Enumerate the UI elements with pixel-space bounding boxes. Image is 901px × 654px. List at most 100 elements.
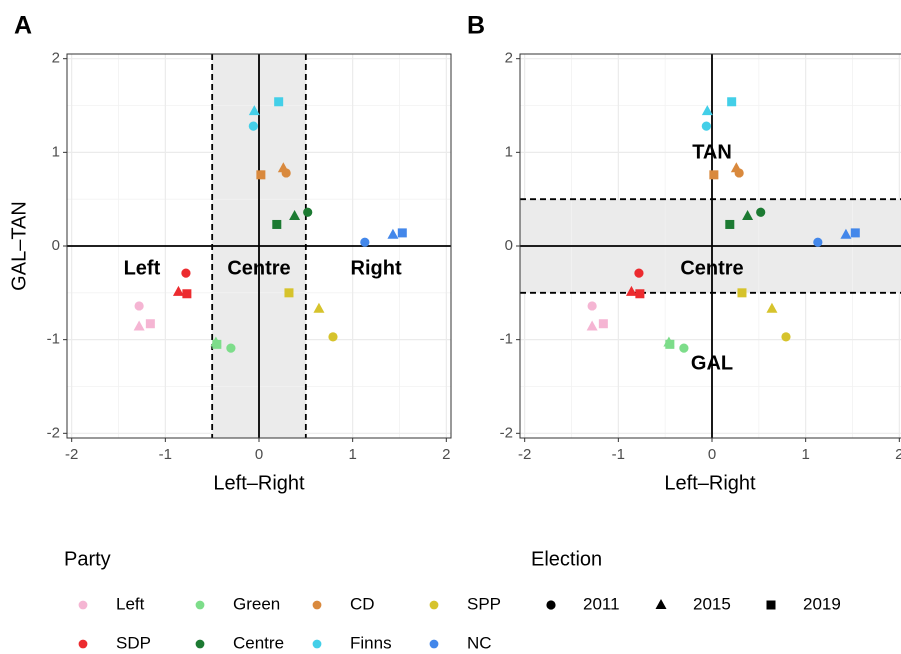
legend-symbol — [655, 599, 667, 609]
point — [360, 237, 370, 247]
legend-label: SDP — [116, 633, 151, 652]
annotation: Centre — [680, 258, 743, 280]
point — [737, 288, 747, 298]
y-tick-label: 0 — [52, 237, 60, 254]
point — [701, 121, 711, 131]
legend-label: 2019 — [803, 594, 841, 613]
point — [701, 105, 713, 116]
point — [284, 288, 294, 298]
legend-label: CD — [350, 594, 375, 613]
point — [635, 289, 645, 299]
point — [248, 121, 258, 131]
point — [272, 219, 282, 229]
legend-label: Green — [233, 594, 280, 613]
y-axis-title: GAL–TAN — [8, 201, 30, 291]
point — [679, 343, 689, 353]
x-tick-label: 1 — [348, 446, 356, 463]
annotation: TAN — [692, 142, 732, 164]
y-tick-label: -2 — [47, 424, 60, 441]
annotation: Right — [351, 258, 402, 280]
legend-label: 2015 — [693, 594, 731, 613]
legend-label: NC — [467, 633, 492, 652]
point — [145, 319, 155, 329]
point — [277, 162, 289, 173]
x-tick-label: 0 — [708, 446, 716, 463]
point — [182, 289, 192, 299]
legend-title: Party — [64, 548, 111, 570]
point — [756, 207, 766, 217]
x-tick-label: 0 — [255, 446, 263, 463]
legend-label: 2011 — [583, 594, 620, 613]
point — [725, 219, 735, 229]
x-axis-title: Left–Right — [664, 472, 756, 494]
legend-label: Finns — [350, 633, 392, 652]
point — [813, 237, 823, 247]
x-tick-label: 2 — [442, 446, 450, 463]
legend-label: Centre — [233, 633, 284, 652]
point — [274, 97, 284, 107]
point — [766, 302, 778, 313]
point — [134, 301, 144, 311]
panel-label: A — [14, 12, 32, 40]
legend-swatch — [195, 639, 205, 649]
x-axis-title: Left–Right — [213, 472, 305, 494]
annotation: Centre — [227, 258, 290, 280]
legend-swatch — [312, 600, 322, 610]
point — [248, 105, 260, 116]
point — [850, 228, 860, 238]
annotation: Left — [124, 258, 161, 280]
point — [226, 343, 236, 353]
point — [212, 339, 222, 349]
point — [634, 268, 644, 278]
point — [181, 268, 191, 278]
point — [709, 170, 719, 180]
point — [586, 320, 598, 331]
y-tick-label: -1 — [47, 331, 60, 348]
y-tick-label: 1 — [52, 143, 60, 160]
point — [781, 332, 791, 342]
point — [665, 339, 675, 349]
point — [387, 228, 399, 239]
legend-swatch — [429, 639, 439, 649]
panel-label: B — [467, 12, 485, 40]
point — [133, 320, 145, 331]
y-tick-label: -1 — [500, 331, 513, 348]
x-tick-label: -1 — [612, 446, 625, 463]
point — [303, 207, 313, 217]
legend-title: Election — [531, 548, 602, 570]
point — [730, 162, 742, 173]
point — [256, 170, 266, 180]
y-tick-label: 1 — [505, 143, 513, 160]
x-tick-label: 2 — [895, 446, 901, 463]
legend-swatch — [195, 600, 205, 610]
legend-swatch — [78, 639, 88, 649]
x-tick-label: -2 — [518, 446, 531, 463]
annotation: GAL — [691, 352, 733, 374]
point — [397, 228, 407, 238]
y-tick-label: 0 — [505, 237, 513, 254]
point — [598, 319, 608, 329]
x-tick-label: 1 — [801, 446, 809, 463]
point — [840, 228, 852, 239]
legend-label: Left — [116, 594, 145, 613]
point — [742, 210, 754, 221]
y-tick-label: -2 — [500, 424, 513, 441]
legend-swatch — [78, 600, 88, 610]
legend-label: SPP — [467, 594, 501, 613]
point — [587, 301, 597, 311]
point — [328, 332, 338, 342]
point — [289, 210, 301, 221]
point — [625, 285, 637, 296]
legend-symbol — [766, 600, 776, 610]
point — [172, 285, 184, 296]
point — [727, 97, 737, 107]
x-tick-label: -1 — [159, 446, 172, 463]
y-tick-label: 2 — [52, 50, 60, 67]
point — [313, 302, 325, 313]
x-tick-label: -2 — [65, 446, 78, 463]
legend-swatch — [429, 600, 439, 610]
y-tick-label: 2 — [505, 50, 513, 67]
legend-swatch — [312, 639, 322, 649]
legend-symbol — [546, 600, 556, 610]
